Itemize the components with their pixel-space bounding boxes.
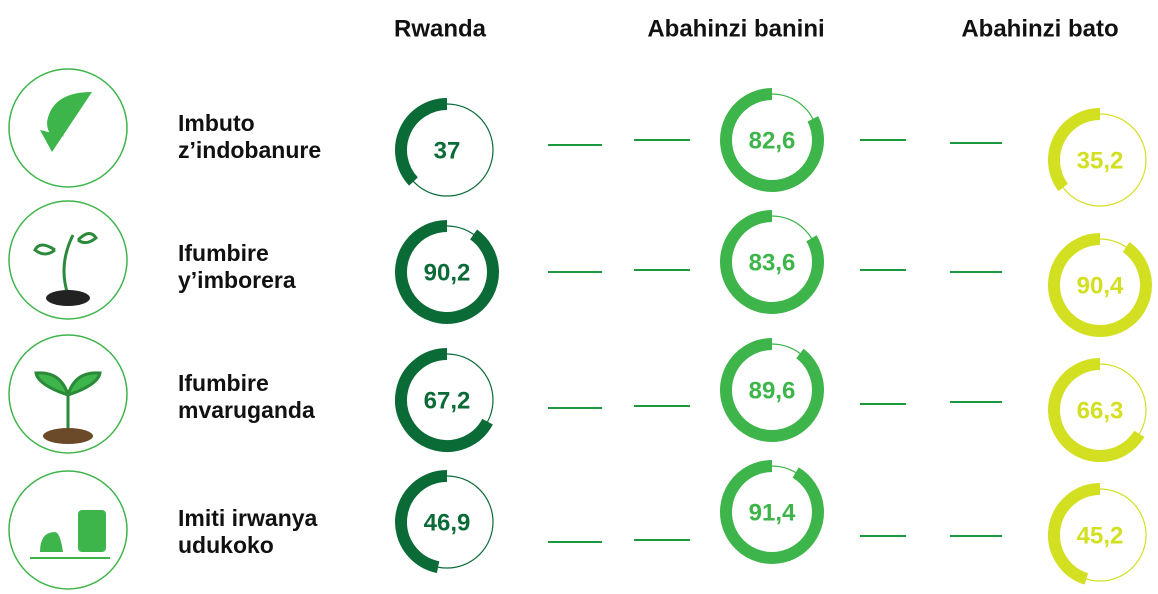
ring-arc — [720, 210, 824, 314]
value-label: 37 — [434, 137, 461, 164]
value-label: 35,2 — [1077, 147, 1124, 174]
value-label: 82,6 — [749, 127, 796, 154]
row-label: Ifumbire mvaruganda — [178, 370, 315, 423]
ring-arc — [720, 460, 824, 564]
row-label: Ifumbire y’imborera — [178, 240, 296, 293]
row-label: Imiti irwanya udukoko — [178, 505, 318, 558]
value-label: 90,4 — [1077, 272, 1124, 299]
ring-arc — [1048, 483, 1101, 585]
ring-arc — [720, 88, 824, 192]
ring-arc — [395, 470, 448, 574]
value-label: 89,6 — [749, 377, 796, 404]
value-label: 91,4 — [749, 499, 796, 526]
ring-arc — [395, 348, 493, 452]
icons — [8, 68, 128, 590]
row-label: Imbuto z’indobanure — [178, 110, 322, 163]
decorations — [548, 139, 1002, 543]
ring-arc — [1048, 358, 1145, 462]
ring-arc — [395, 220, 499, 324]
value-label: 90,2 — [424, 259, 471, 286]
ring-arc — [1048, 233, 1152, 337]
value-label: 66,3 — [1077, 397, 1124, 424]
column-header: Abahinzi bato — [961, 15, 1118, 42]
ring-arc — [720, 338, 824, 442]
ring-arc — [395, 98, 448, 186]
ring-arc — [1048, 108, 1101, 192]
value-label: 45,2 — [1077, 522, 1124, 549]
value-label: 67,2 — [424, 387, 471, 414]
column-header: Abahinzi banini — [647, 15, 824, 42]
value-label: 46,9 — [424, 509, 471, 536]
column-header: Rwanda — [394, 15, 487, 42]
value-label: 83,6 — [749, 249, 796, 276]
